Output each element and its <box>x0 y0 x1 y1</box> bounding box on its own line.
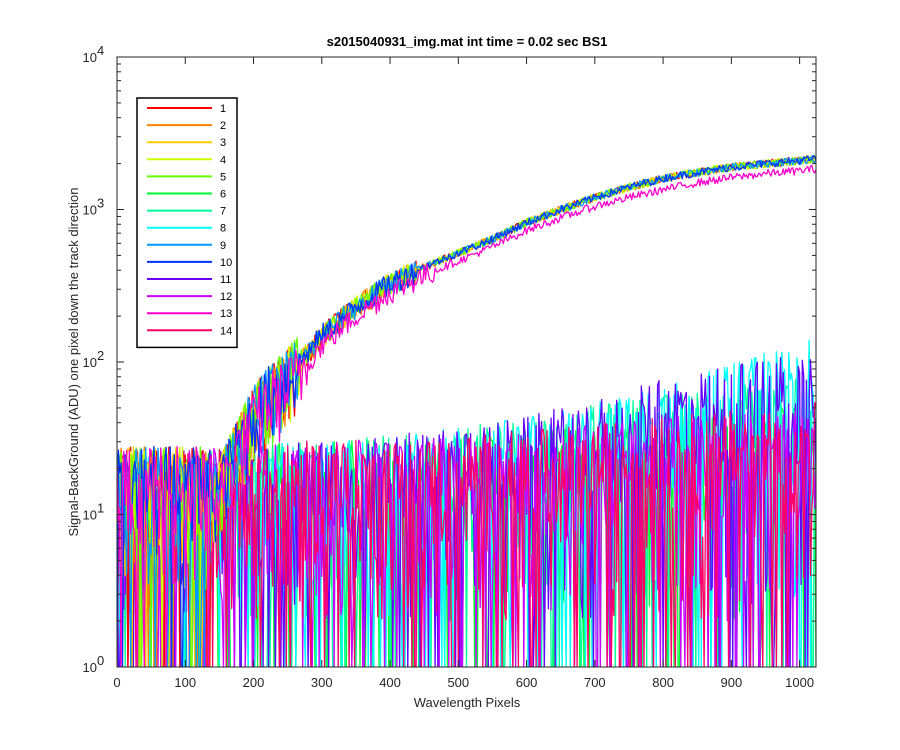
y-tick-label: 10 <box>83 355 97 370</box>
legend-label-9: 9 <box>220 240 226 252</box>
series-line-9 <box>117 155 816 667</box>
y-tick-exponent: 1 <box>97 501 104 516</box>
legend-label-14: 14 <box>220 325 232 337</box>
chart-title: s2015040931_img.mat int time = 0.02 sec … <box>327 34 608 49</box>
y-tick-exponent: 0 <box>97 653 104 668</box>
y-tick-exponent: 3 <box>97 196 104 211</box>
x-tick-label: 600 <box>516 675 538 690</box>
legend-label-12: 12 <box>220 291 232 303</box>
legend-label-8: 8 <box>220 223 226 235</box>
x-tick-label: 700 <box>584 675 606 690</box>
legend-label-5: 5 <box>220 171 226 183</box>
y-tick-exponent: 4 <box>97 43 104 58</box>
series-line-10 <box>117 154 816 667</box>
y-tick-label: 10 <box>83 203 97 218</box>
x-tick-label: 1000 <box>785 675 814 690</box>
legend-label-6: 6 <box>220 189 226 201</box>
legend-box <box>136 97 238 349</box>
legend-label-7: 7 <box>220 206 226 218</box>
y-tick-exponent: 2 <box>97 348 104 363</box>
series-line-13 <box>117 164 816 667</box>
x-tick-label: 100 <box>174 675 196 690</box>
legend-label-1: 1 <box>220 103 226 115</box>
x-tick-label: 800 <box>652 675 674 690</box>
series-line-14 <box>117 402 816 667</box>
legend-label-3: 3 <box>220 137 226 149</box>
x-tick-label: 900 <box>721 675 743 690</box>
y-tick-label: 10 <box>83 660 97 675</box>
legend-label-13: 13 <box>220 308 232 320</box>
y-tick-label: 10 <box>83 508 97 523</box>
legend-label-11: 11 <box>220 274 231 286</box>
x-tick-label: 500 <box>447 675 469 690</box>
legend-label-4: 4 <box>220 154 226 166</box>
y-tick-label: 10 <box>83 50 97 65</box>
y-axis-label: Signal-BackGround (ADU) one pixel down t… <box>66 187 81 536</box>
x-axis-label: Wavelength Pixels <box>414 695 521 710</box>
legend-label-10: 10 <box>220 257 232 269</box>
x-tick-label: 300 <box>311 675 333 690</box>
plot-area <box>117 154 816 667</box>
legend-label-2: 2 <box>220 120 226 132</box>
x-tick-label: 0 <box>113 675 120 690</box>
x-tick-label: 400 <box>379 675 401 690</box>
x-tick-label: 200 <box>243 675 265 690</box>
